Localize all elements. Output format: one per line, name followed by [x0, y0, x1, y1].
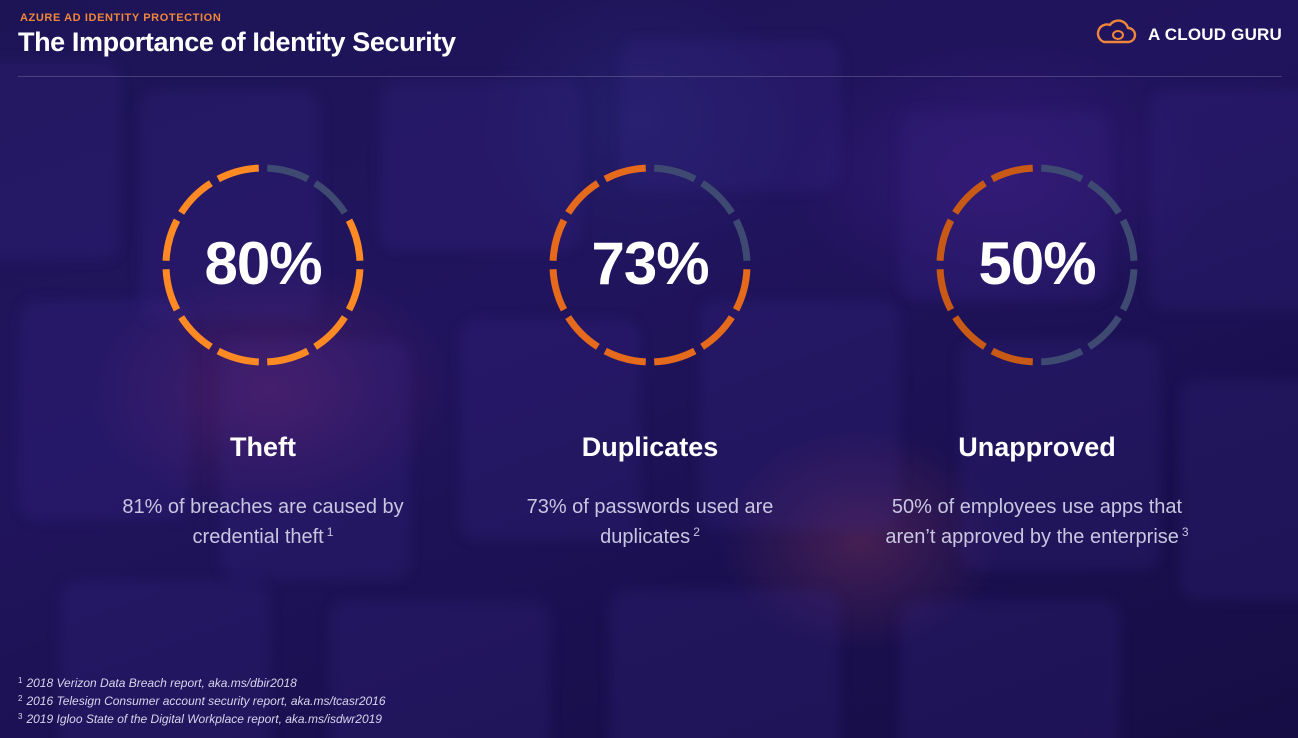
- stat-percentage: 73%: [591, 229, 709, 297]
- desc-line-2: aren’t approved by the enterprise: [885, 526, 1179, 548]
- ring-segment-filled: [936, 268, 955, 312]
- stat-description: 73% of passwords used are duplicates 2: [527, 495, 774, 550]
- desc-line-1: 81% of breaches are caused by: [122, 496, 404, 518]
- ring-segment-filled: [565, 315, 600, 350]
- ring-segment-filled: [990, 347, 1034, 366]
- progress-ring: 80%: [158, 160, 368, 370]
- ring-segment-filled: [549, 218, 568, 262]
- stat-percentage: 50%: [978, 229, 1096, 297]
- stat-title: Duplicates: [581, 432, 719, 462]
- desc-line-2: duplicates: [600, 526, 691, 548]
- footnote-item: 1 2018 Verizon Data Breach report, aka.ms…: [18, 676, 297, 690]
- ring-segment-filled: [162, 268, 181, 312]
- footnote-ref: 1: [326, 525, 334, 539]
- footnote-ref: 2: [693, 525, 700, 539]
- ring-segment-filled: [603, 347, 647, 366]
- ring-segment-empty: [1040, 347, 1084, 366]
- ring-segment-filled: [216, 164, 260, 183]
- ring-segment-empty: [732, 218, 751, 262]
- ring-segment-filled: [216, 347, 260, 366]
- desc-line-2: credential theft: [192, 526, 324, 548]
- ring-segment-filled: [653, 347, 697, 366]
- brand-logo: A CLOUD GURU: [1094, 18, 1282, 51]
- ring-segment-empty: [1119, 268, 1138, 312]
- stat-card-unapproved: 50% Unapproved 50% of employees use apps…: [857, 160, 1217, 550]
- footnote-ref: 3: [1181, 525, 1189, 539]
- ring-svg: [549, 164, 751, 366]
- ring-segment-filled: [313, 315, 348, 350]
- ring-segment-filled: [266, 347, 310, 366]
- stat-card-duplicates: 73% Duplicates 73% of passwords used are…: [470, 160, 830, 550]
- stat-description: 50% of employees use apps that aren’t ap…: [885, 495, 1188, 550]
- brand-name: A CLOUD GURU: [1148, 24, 1282, 44]
- page-title: The Importance of Identity Security: [18, 27, 456, 57]
- desc-line-1: 73% of passwords used are: [526, 496, 774, 518]
- stat-title: Theft: [230, 432, 296, 462]
- ring-segment-filled: [345, 218, 364, 262]
- footnotes: 1 2018 Verizon Data Breach report, aka.ms…: [18, 673, 386, 727]
- ring-segment-filled: [952, 315, 987, 350]
- footnote-item: 3 2019 Igloo State of the Digital Workpla…: [18, 712, 382, 726]
- ring-segment-empty: [653, 164, 697, 183]
- ring-segment-empty: [313, 180, 348, 215]
- ring-segment-filled: [549, 268, 568, 312]
- ring-segment-empty: [266, 164, 310, 183]
- stat-title: Unapproved: [958, 432, 1116, 462]
- ring-segment-filled: [178, 315, 213, 350]
- stat-percentage: 80%: [204, 229, 322, 297]
- footnote-item: 2 2016 Telesign Consumer account security…: [18, 694, 386, 708]
- stat-card-theft: 80% Theft 81% of breaches are caused by …: [83, 160, 443, 550]
- ring-segment-empty: [700, 180, 735, 215]
- ring-segment-empty: [1087, 180, 1122, 215]
- ring-segment-empty: [1087, 315, 1122, 350]
- ring-segment-filled: [990, 164, 1034, 183]
- ring-segment-filled: [178, 180, 213, 215]
- ring-segment-filled: [162, 218, 181, 262]
- ring-segment-empty: [1119, 218, 1138, 262]
- ring-segment-filled: [603, 164, 647, 183]
- section-eyebrow: AZURE AD IDENTITY PROTECTION: [20, 12, 222, 24]
- ring-svg: [936, 164, 1138, 366]
- ring-segment-filled: [700, 315, 735, 350]
- progress-ring: 73%: [545, 160, 755, 370]
- ring-segment-filled: [732, 268, 751, 312]
- ring-segment-filled: [936, 218, 955, 262]
- ring-segment-empty: [1040, 164, 1084, 183]
- ring-svg: [162, 164, 364, 366]
- ring-segment-filled: [345, 268, 364, 312]
- ring-segment-filled: [952, 180, 987, 215]
- desc-line-1: 50% of employees use apps that: [891, 496, 1183, 518]
- stat-description: 81% of breaches are caused by credential…: [122, 495, 403, 550]
- progress-ring: 50%: [932, 160, 1142, 370]
- header-divider: [18, 76, 1282, 77]
- cloud-icon: [1094, 18, 1138, 51]
- ring-segment-filled: [565, 180, 600, 215]
